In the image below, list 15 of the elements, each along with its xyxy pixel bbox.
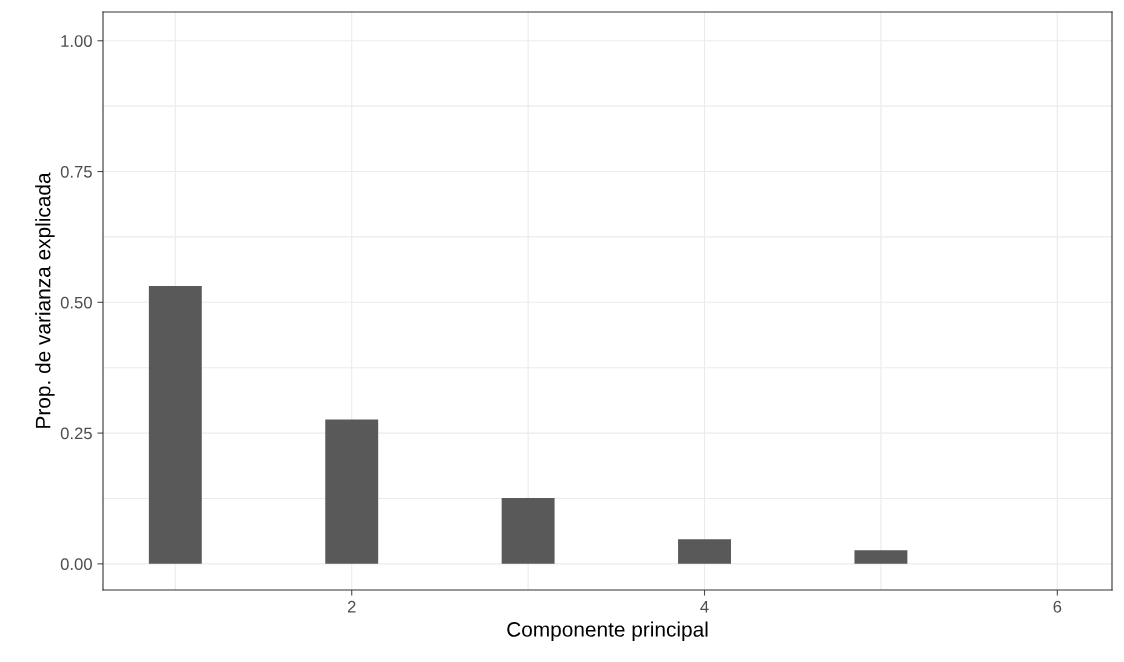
- bar: [678, 539, 731, 564]
- bar: [325, 419, 379, 564]
- y-axis-title: Prop. de varianza explicada: [35, 172, 55, 428]
- bar: [501, 497, 555, 564]
- x-tick-label: 2: [347, 600, 356, 613]
- x-tick-label: 4: [700, 601, 709, 613]
- y-tick-label: 0.00: [60, 558, 92, 571]
- x-tick-label: 6: [1053, 600, 1062, 613]
- bar: [148, 286, 202, 564]
- y-tick-label: 1.00: [61, 35, 92, 47]
- bar: [854, 550, 908, 564]
- x-axis-title: Componente principal: [507, 621, 708, 641]
- y-tick-label: 0.75: [60, 165, 92, 178]
- y-tick-label: 0.50: [60, 296, 92, 309]
- y-tick-label: 0.25: [60, 427, 92, 440]
